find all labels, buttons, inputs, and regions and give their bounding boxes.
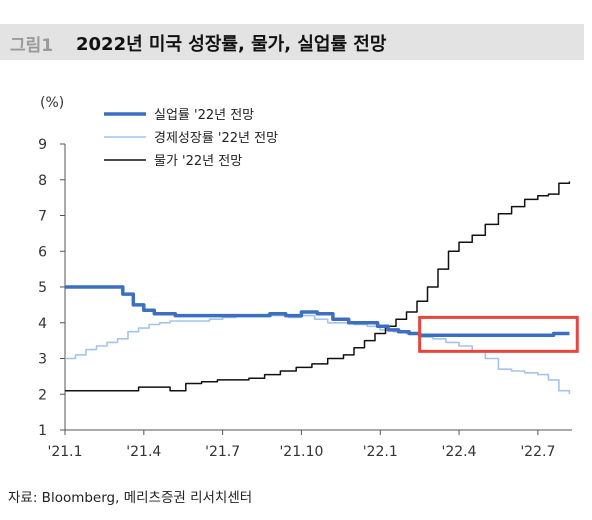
x-tick-label: '21.1 (47, 444, 82, 460)
y-tick-label: 3 (38, 352, 47, 368)
x-tick-label: '21.4 (126, 444, 161, 460)
y-tick-label: 6 (38, 244, 47, 260)
legend-label-3: 물가 '22년 전망 (154, 154, 242, 169)
x-tick-label: '22.4 (442, 444, 477, 460)
legend-label-2: 경제성장률 '22년 전망 (154, 131, 278, 146)
y-tick-label: 7 (38, 209, 47, 225)
y-tick-label: 5 (38, 280, 47, 296)
series-line-2 (65, 314, 571, 395)
highlight-box (418, 315, 579, 353)
legend-label-1: 실업률 '22년 전망 (154, 108, 254, 123)
x-tick-label: '21.7 (205, 444, 240, 460)
y-tick-label: 9 (38, 137, 47, 153)
y-tick-label: 8 (38, 173, 47, 189)
y-tick-label: 4 (38, 316, 47, 332)
chart-axes: (%) 1 2 3 4 5 6 7 8 9 '21.1 '21.4 '21.7 '21.10 '22.1 '2… (38, 95, 572, 460)
y-tick-label: 2 (38, 387, 47, 403)
x-tick-label: '22.7 (520, 444, 555, 460)
x-tick-label: '22.1 (363, 444, 398, 460)
source-note: 자료: Bloomberg, 메리츠증권 리서치센터 (8, 490, 253, 506)
chart-series (65, 181, 579, 395)
chart-title: 2022년 미국 성장률, 물가, 실업률 전망 (76, 34, 387, 55)
figure-label: 그림1 (10, 36, 54, 56)
y-tick-label: 1 (38, 423, 47, 439)
title-bar: 그림1 2022년 미국 성장률, 물가, 실업률 전망 (0, 24, 584, 60)
series-line-3 (65, 181, 571, 392)
y-axis-unit-label: (%) (40, 95, 64, 111)
series-line-1 (65, 285, 570, 338)
x-tick-label: '21.10 (279, 444, 323, 460)
